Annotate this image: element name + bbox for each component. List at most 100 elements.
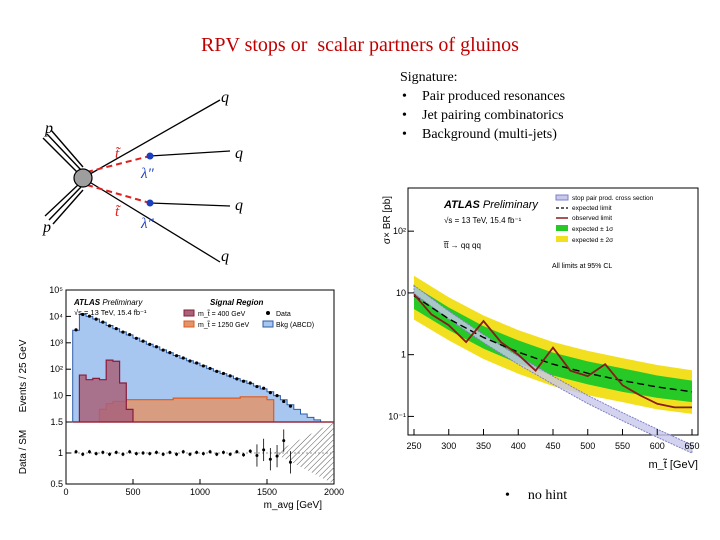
signature-bullet: • Pair produced resonances: [402, 89, 566, 104]
label-p-top: p: [44, 120, 53, 137]
ratio-point: [87, 450, 91, 454]
data-point: [87, 314, 92, 318]
ratio-point: [168, 450, 172, 454]
label-lambda-bottom: λ″: [140, 216, 154, 232]
ratio-point: [134, 452, 138, 456]
x-tick-label: 500: [125, 487, 140, 497]
legend-label-bkg: Bkg (ABCD): [276, 322, 314, 329]
data-point: [201, 364, 205, 368]
legend-marker-data: [266, 311, 270, 315]
x-tick-label: 2000: [324, 487, 344, 497]
legend-label-observed: observed limit: [572, 215, 612, 222]
ratio-point: [181, 450, 185, 454]
x-axis-title: m_avg [GeV]: [264, 500, 323, 511]
background-histogram: [72, 313, 334, 423]
ratio-tick-label: 0.5: [50, 479, 63, 489]
data-point: [195, 361, 199, 365]
ratio-point: [288, 460, 292, 464]
signal-400-histogram: [72, 359, 334, 423]
y-axis-title-top: Events / 25 GeV: [18, 339, 29, 412]
ratio-tick-label: 1: [58, 448, 63, 458]
x-tick-label: 250: [406, 441, 421, 451]
x-tick-label: 0: [63, 487, 68, 497]
hint-bullet: • no hint: [505, 488, 568, 503]
data-point: [241, 379, 246, 383]
expected-limit-line: [413, 295, 693, 393]
data-point: [114, 327, 118, 331]
legend-label-1250: m_t̃ = 1250 GeV: [198, 321, 250, 329]
data-point: [141, 339, 145, 343]
y-tick-label: 1: [401, 350, 406, 360]
y-tick-label: 10⁵: [49, 285, 63, 295]
slide-title: RPV stops or scalar partners of gluinos: [201, 34, 519, 56]
rpv-vertex-bottom: [146, 199, 154, 207]
y-tick-label: 10: [396, 288, 406, 298]
observed-limit-line: [413, 293, 692, 409]
legend-label-expected: expected limit: [572, 205, 612, 212]
stop-propagators: [86, 155, 151, 204]
x-tick-label: 1500: [257, 487, 277, 497]
data-point: [248, 381, 252, 385]
data-point: [188, 359, 192, 363]
energy-label: √s = 13 TeV, 15.4 fb⁻¹: [444, 216, 522, 225]
ratio-point: [175, 452, 179, 456]
legend-swatch-bkg: [262, 320, 274, 328]
data-point: [134, 336, 138, 340]
ratio-point: [94, 452, 98, 456]
x-tick-label: 300: [441, 441, 456, 451]
data-point: [161, 348, 165, 352]
process-label: t̃t̃ → qq qq: [443, 241, 481, 250]
legend-label-1sigma: expected ± 1σ: [572, 226, 613, 233]
atlas-label: ATLAS Preliminary: [443, 199, 539, 211]
x-axis-title: m_t̃ [GeV]: [648, 458, 698, 470]
y-tick-label: 10²: [393, 226, 406, 236]
data-point: [221, 371, 226, 376]
x-tick-label: 500: [580, 441, 595, 451]
data-point: [235, 377, 239, 381]
label-lambda-top: λ″: [140, 166, 154, 182]
ratio-point: [228, 452, 232, 456]
y-tick-label: 10⁴: [49, 311, 63, 321]
y-axis-title-bottom: Data / SM: [18, 430, 29, 474]
ratio-point: [221, 450, 225, 454]
data-point: [181, 356, 185, 360]
signature-heading: Signature:: [400, 70, 458, 85]
production-blob: [73, 168, 93, 188]
x-tick-label: 350: [476, 441, 491, 451]
data-point: [148, 342, 152, 346]
data-point: [275, 394, 279, 398]
label-q3: q: [235, 197, 243, 214]
proton-lines: [42, 129, 84, 225]
ratio-point: [141, 451, 145, 455]
label-p-bottom: p: [42, 219, 51, 236]
ratio-point: [262, 448, 266, 452]
data-point: [74, 328, 78, 332]
ratio-point: [242, 453, 246, 457]
ratio-point: [195, 450, 199, 454]
data-point: [228, 374, 232, 378]
signature-block: Signature: • Pair produced resonances • Je…: [400, 68, 565, 144]
ratio-point: [208, 450, 212, 454]
ratio-tick-label: 1.5: [50, 417, 63, 427]
data-point: [107, 324, 112, 328]
ratio-point: [188, 452, 192, 456]
cl-note: All limits at 95% CL: [552, 263, 612, 270]
y-tick-label: 10³: [50, 338, 63, 348]
data-point: [268, 390, 272, 395]
ratio-point: [81, 452, 85, 456]
data-point: [262, 386, 266, 390]
label-q2: q: [235, 145, 243, 162]
x-tick-label: 1000: [190, 487, 210, 497]
ratio-point: [121, 452, 125, 456]
signature-bullet: • Background (multi-jets): [402, 127, 557, 142]
legend-label-xsec: stop pair prod. cross section: [572, 195, 654, 202]
ratio-point: [114, 450, 118, 454]
ratio-point: [101, 450, 105, 454]
legend-label-data: Data: [276, 311, 291, 318]
ratio-point: [108, 452, 112, 456]
data-point: [168, 351, 172, 355]
y-axis-title: σ× BR [pb]: [382, 196, 393, 244]
x-tick-label: 650: [684, 441, 699, 451]
x-tick-label: 450: [545, 441, 560, 451]
data-point: [81, 312, 85, 317]
